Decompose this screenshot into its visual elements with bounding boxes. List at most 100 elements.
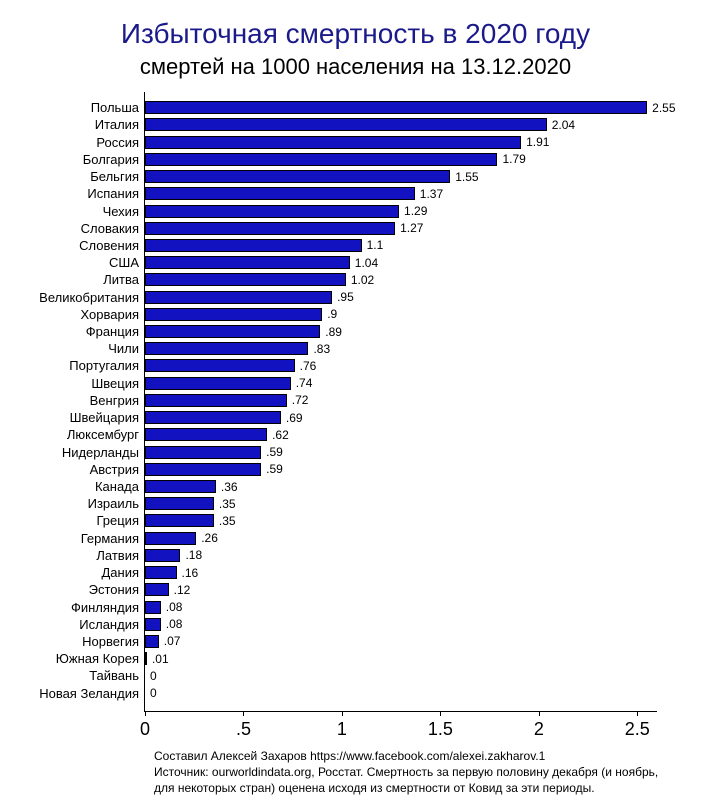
bar xyxy=(145,566,177,579)
bar-category-label: Болгария xyxy=(83,152,145,167)
bar-row: Эстония.12 xyxy=(145,582,657,597)
bar-value-label: .36 xyxy=(216,480,238,494)
bar-category-label: Нидерланды xyxy=(62,445,145,460)
bar-category-label: Израиль xyxy=(88,496,145,511)
bar xyxy=(145,342,308,355)
bar-category-label: Германия xyxy=(81,531,145,546)
bar-value-label: .76 xyxy=(295,359,317,373)
chart-plot-area: Польша2.55 Италия2.04 Россия1.91 Болгария1.… xyxy=(144,92,657,712)
bar-category-label: Тайвань xyxy=(89,668,145,683)
bar-category-label: Австрия xyxy=(90,462,145,477)
bar-category-label: Швеция xyxy=(91,376,145,391)
bar xyxy=(145,118,547,131)
bar-row: Нидерланды.59 xyxy=(145,444,657,459)
chart-footer: Составил Алексей Захаров https://www.fac… xyxy=(154,748,677,797)
bar-category-label: Новая Зеландия xyxy=(39,686,145,701)
chart-container: Избыточная смертность в 2020 году смерте… xyxy=(0,0,711,807)
bar-value-label: 1.1 xyxy=(362,238,384,252)
bar-row: Латвия.18 xyxy=(145,548,657,563)
bar-row: Россия1.91 xyxy=(145,134,657,149)
bar-row: Норвегия.07 xyxy=(145,634,657,649)
bar xyxy=(145,377,291,390)
x-tick-label: 2 xyxy=(534,719,544,740)
bar-row: Хорвария.9 xyxy=(145,307,657,322)
x-tick-label: 1.5 xyxy=(428,719,453,740)
bar xyxy=(145,549,180,562)
chart-subtitle: смертей на 1000 населения на 13.12.2020 xyxy=(14,54,697,80)
bar-value-label: .35 xyxy=(214,514,236,528)
bar xyxy=(145,497,214,510)
bar-row: Испания1.37 xyxy=(145,186,657,201)
bar-row: Португалия.76 xyxy=(145,358,657,373)
bar xyxy=(145,325,320,338)
bar-category-label: Литва xyxy=(103,272,145,287)
bar-value-label: .35 xyxy=(214,497,236,511)
x-tick xyxy=(342,711,343,716)
bar-value-label: .62 xyxy=(267,428,289,442)
bar-row: Новая Зеландия0 xyxy=(145,685,657,700)
bar xyxy=(145,428,267,441)
bar xyxy=(145,411,281,424)
x-tick xyxy=(145,711,146,716)
bar xyxy=(145,635,159,648)
bar-value-label: 1.79 xyxy=(497,152,525,166)
bar xyxy=(145,308,322,321)
bar xyxy=(145,239,362,252)
bar-row: Греция.35 xyxy=(145,513,657,528)
chart-x-axis: 0.511.522.5 xyxy=(145,711,657,716)
chart-title: Избыточная смертность в 2020 году xyxy=(14,18,697,50)
bar-row: Словакия1.27 xyxy=(145,221,657,236)
x-tick xyxy=(637,711,638,716)
bar-category-label: Латвия xyxy=(96,548,145,563)
bar xyxy=(145,463,261,476)
bar-category-label: Канада xyxy=(95,479,145,494)
bar-category-label: Франция xyxy=(86,324,145,339)
bar-category-label: Великобритания xyxy=(39,290,145,305)
bar-category-label: США xyxy=(109,255,145,270)
bar xyxy=(145,187,415,200)
footer-line: Составил Алексей Захаров https://www.fac… xyxy=(154,748,677,764)
bar xyxy=(145,514,214,527)
bar xyxy=(145,273,346,286)
bar xyxy=(145,170,450,183)
bar-row: Тайвань0 xyxy=(145,668,657,683)
bar-value-label: .59 xyxy=(261,445,283,459)
x-tick xyxy=(539,711,540,716)
x-tick xyxy=(243,711,244,716)
bar-row: Израиль.35 xyxy=(145,496,657,511)
bar-row: Франция.89 xyxy=(145,324,657,339)
bar-category-label: Чехия xyxy=(103,204,145,219)
bar-row: Бельгия1.55 xyxy=(145,169,657,184)
bar xyxy=(145,446,261,459)
bar-value-label: .01 xyxy=(147,652,169,666)
bar-row: Польша2.55 xyxy=(145,100,657,115)
bar-value-label: .26 xyxy=(196,531,218,545)
bar-value-label: 0 xyxy=(145,669,157,683)
footer-line: Источник: ourworldindata.org, Росстат. С… xyxy=(154,764,677,796)
bar-value-label: 1.91 xyxy=(521,135,549,149)
bar-row: Канада.36 xyxy=(145,479,657,494)
bar xyxy=(145,618,161,631)
bar-value-label: 1.04 xyxy=(350,256,378,270)
bar-category-label: Греция xyxy=(96,513,145,528)
bar-row: США1.04 xyxy=(145,255,657,270)
bar-category-label: Словакия xyxy=(81,221,145,236)
bar-category-label: Венгрия xyxy=(90,393,145,408)
bar-value-label: .59 xyxy=(261,462,283,476)
x-tick xyxy=(440,711,441,716)
bar xyxy=(145,205,399,218)
bar-category-label: Эстония xyxy=(89,582,145,597)
bar-row: Болгария1.79 xyxy=(145,152,657,167)
bar-row: Венгрия.72 xyxy=(145,393,657,408)
bar-category-label: Дания xyxy=(101,565,145,580)
bar-value-label: .74 xyxy=(291,376,313,390)
x-tick-label: 0 xyxy=(140,719,150,740)
bar-row: Австрия.59 xyxy=(145,462,657,477)
bar-value-label: 0 xyxy=(145,686,157,700)
bar-row: Германия.26 xyxy=(145,530,657,545)
bar xyxy=(145,101,647,114)
bar-row: Италия2.04 xyxy=(145,117,657,132)
bar-category-label: Испания xyxy=(87,186,145,201)
bar-category-label: Португалия xyxy=(69,358,145,373)
bar-value-label: 1.02 xyxy=(346,273,374,287)
